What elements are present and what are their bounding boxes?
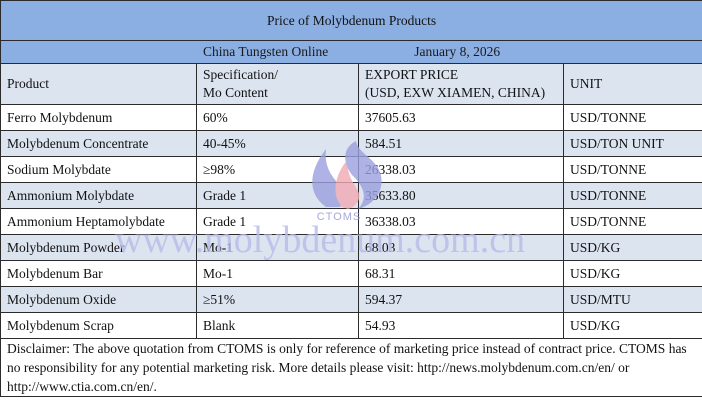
cell-product: Molybdenum Concentrate	[0, 130, 197, 157]
cell-unit: USD/TONNE	[562, 182, 702, 209]
source-label: China Tungsten Online	[202, 44, 329, 59]
cell-specification: Mo-1	[196, 234, 359, 261]
cell-specification: Mo-1	[196, 260, 359, 287]
cell-specification: ≥51%	[196, 286, 359, 313]
cell-price: 37605.63	[358, 104, 564, 131]
table-row: Molybdenum Scrap Blank 54.93 USD/KG	[0, 312, 702, 339]
table-row: Ammonium Molybdate Grade 1 35633.80 USD/…	[0, 182, 702, 209]
cell-unit: USD/TON UNIT	[562, 130, 702, 157]
column-header-export-price: EXPORT PRICE (USD, EXW XIAMEN, CHINA)	[358, 63, 564, 105]
table-row: Sodium Molybdate ≥98% 26338.03 USD/TONNE	[0, 156, 702, 183]
cell-price: 36338.03	[358, 208, 564, 235]
cell-price: 68.03	[358, 234, 564, 261]
cell-product: Ferro Molybdenum	[0, 104, 197, 131]
subtitle-bar: China Tungsten Online January 8, 2026	[0, 40, 702, 64]
table-row: Molybdenum Concentrate 40-45% 584.51 USD…	[0, 130, 702, 157]
cell-price: 26338.03	[358, 156, 564, 183]
column-header-specification: Specification/ Mo Content	[196, 63, 359, 105]
title-row: Price of Molybdenum Products	[0, 0, 702, 41]
column-header-export-price-line1: EXPORT PRICE	[365, 67, 459, 82]
date-label: January 8, 2026	[414, 44, 501, 59]
cell-product: Molybdenum Powder	[0, 234, 197, 261]
cell-specification: Grade 1	[196, 208, 359, 235]
cell-product: Molybdenum Bar	[0, 260, 197, 287]
cell-specification: Grade 1	[196, 182, 359, 209]
disclaimer-row: Disclaimer: The above quotation from CTO…	[0, 338, 702, 397]
cell-specification: Blank	[196, 312, 359, 339]
table-row: Molybdenum Bar Mo-1 68.31 USD/KG	[0, 260, 702, 287]
cell-specification: 60%	[196, 104, 359, 131]
cell-unit: USD/KG	[562, 312, 702, 339]
column-header-row: Product Specification/ Mo Content EXPORT…	[0, 63, 702, 105]
cell-price: 584.51	[358, 130, 564, 157]
cell-product: Ammonium Heptamolybdate	[0, 208, 197, 235]
cell-unit: USD/KG	[562, 260, 702, 287]
column-header-unit: UNIT	[562, 63, 702, 105]
table-row: Ferro Molybdenum 60% 37605.63 USD/TONNE	[0, 104, 702, 131]
cell-unit: USD/MTU	[562, 286, 702, 313]
cell-unit: USD/TONNE	[562, 156, 702, 183]
cell-unit: USD/TONNE	[562, 208, 702, 235]
cell-product: Ammonium Molybdate	[0, 182, 197, 209]
table-row: Ammonium Heptamolybdate Grade 1 36338.03…	[0, 208, 702, 235]
cell-product: Sodium Molybdate	[0, 156, 197, 183]
cell-unit: USD/KG	[562, 234, 702, 261]
cell-product: Molybdenum Oxide	[0, 286, 197, 313]
cell-product: Molybdenum Scrap	[0, 312, 197, 339]
cell-price: 594.37	[358, 286, 564, 313]
cell-price: 68.31	[358, 260, 564, 287]
column-header-specification-line1: Specification/	[203, 67, 278, 82]
column-header-product: Product	[0, 63, 197, 105]
table-row: Molybdenum Oxide ≥51% 594.37 USD/MTU	[0, 286, 702, 313]
column-header-export-price-line2: (USD, EXW XIAMEN, CHINA)	[365, 85, 546, 100]
cell-specification: ≥98%	[196, 156, 359, 183]
subtitle-row: China Tungsten Online January 8, 2026	[0, 40, 702, 64]
cell-price: 35633.80	[358, 182, 564, 209]
disclaimer-text: Disclaimer: The above quotation from CTO…	[0, 338, 702, 397]
cell-specification: 40-45%	[196, 130, 359, 157]
page-title: Price of Molybdenum Products	[0, 0, 702, 41]
table-row: Molybdenum Powder Mo-1 68.03 USD/KG	[0, 234, 702, 261]
cell-unit: USD/TONNE	[562, 104, 702, 131]
column-header-specification-line2: Mo Content	[203, 85, 268, 100]
cell-price: 54.93	[358, 312, 564, 339]
